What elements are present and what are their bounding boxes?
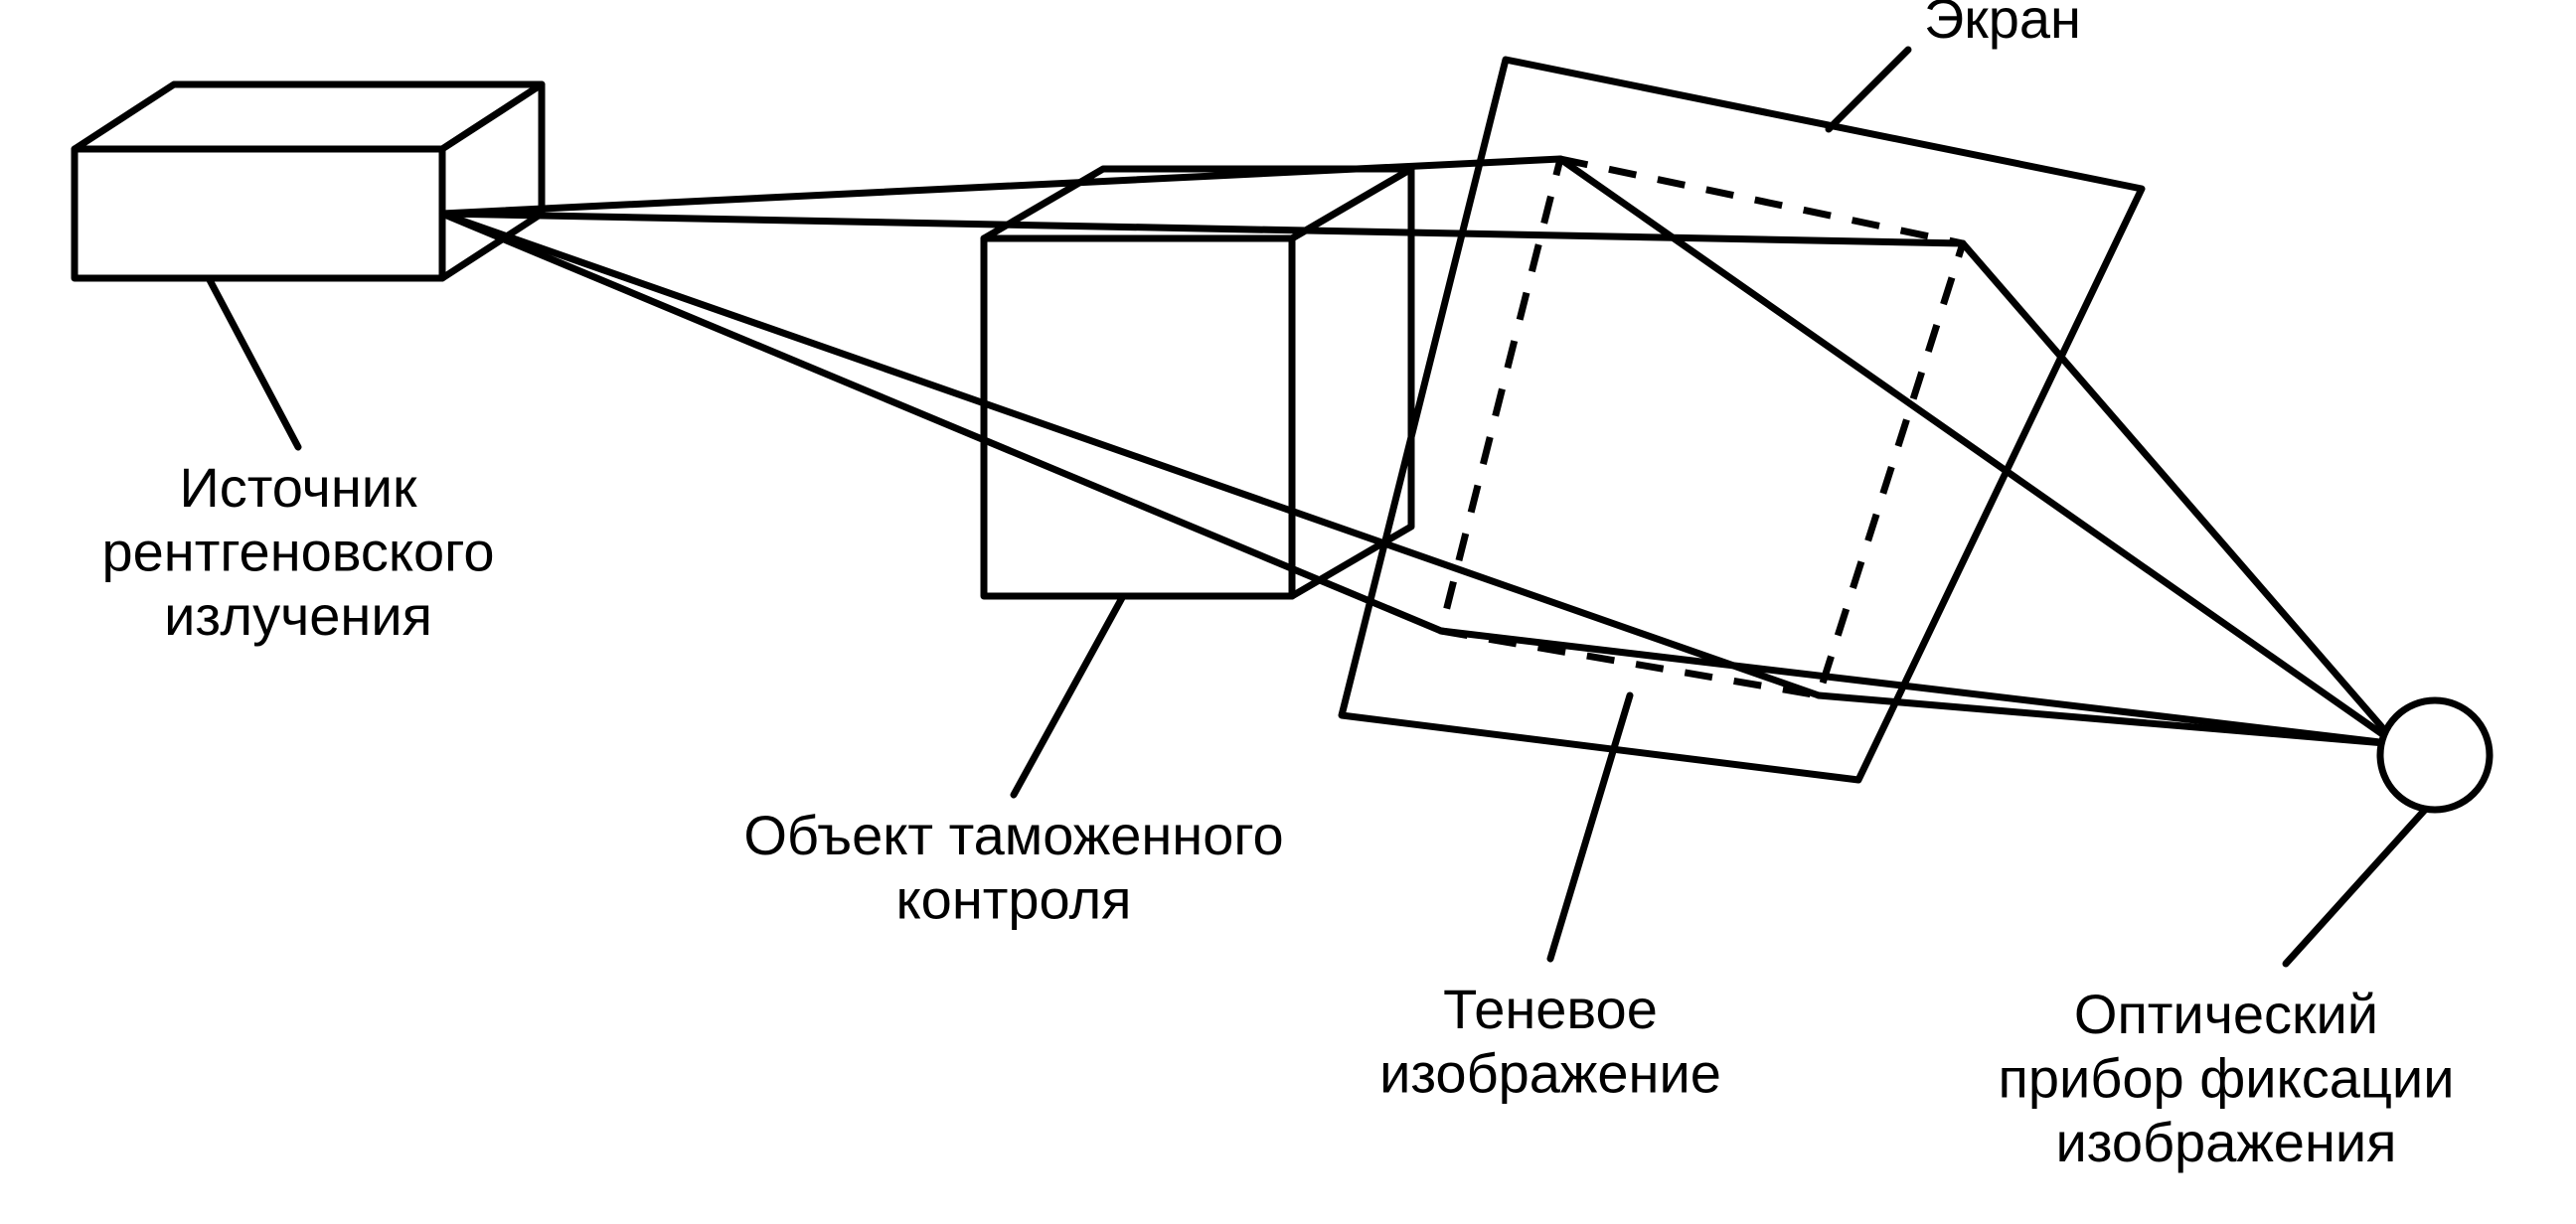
label-optic: Оптическийприбор фиксацииизображения <box>1999 983 2455 1173</box>
label-shadow: Теневоеизображение <box>1379 978 1721 1104</box>
leader-source <box>209 278 298 447</box>
source-front <box>75 149 442 278</box>
label-source: Источникрентгеновскогоизлучения <box>101 456 494 647</box>
label-object: Объект таможенногоконтроля <box>743 804 1283 930</box>
leader-screen <box>1829 50 1908 129</box>
optical-ray <box>1963 243 2397 744</box>
leader-object <box>1014 596 1123 795</box>
optical-detector <box>2380 700 2490 810</box>
leader-optic <box>2286 810 2425 964</box>
label-screen: Экран <box>1924 0 2081 50</box>
